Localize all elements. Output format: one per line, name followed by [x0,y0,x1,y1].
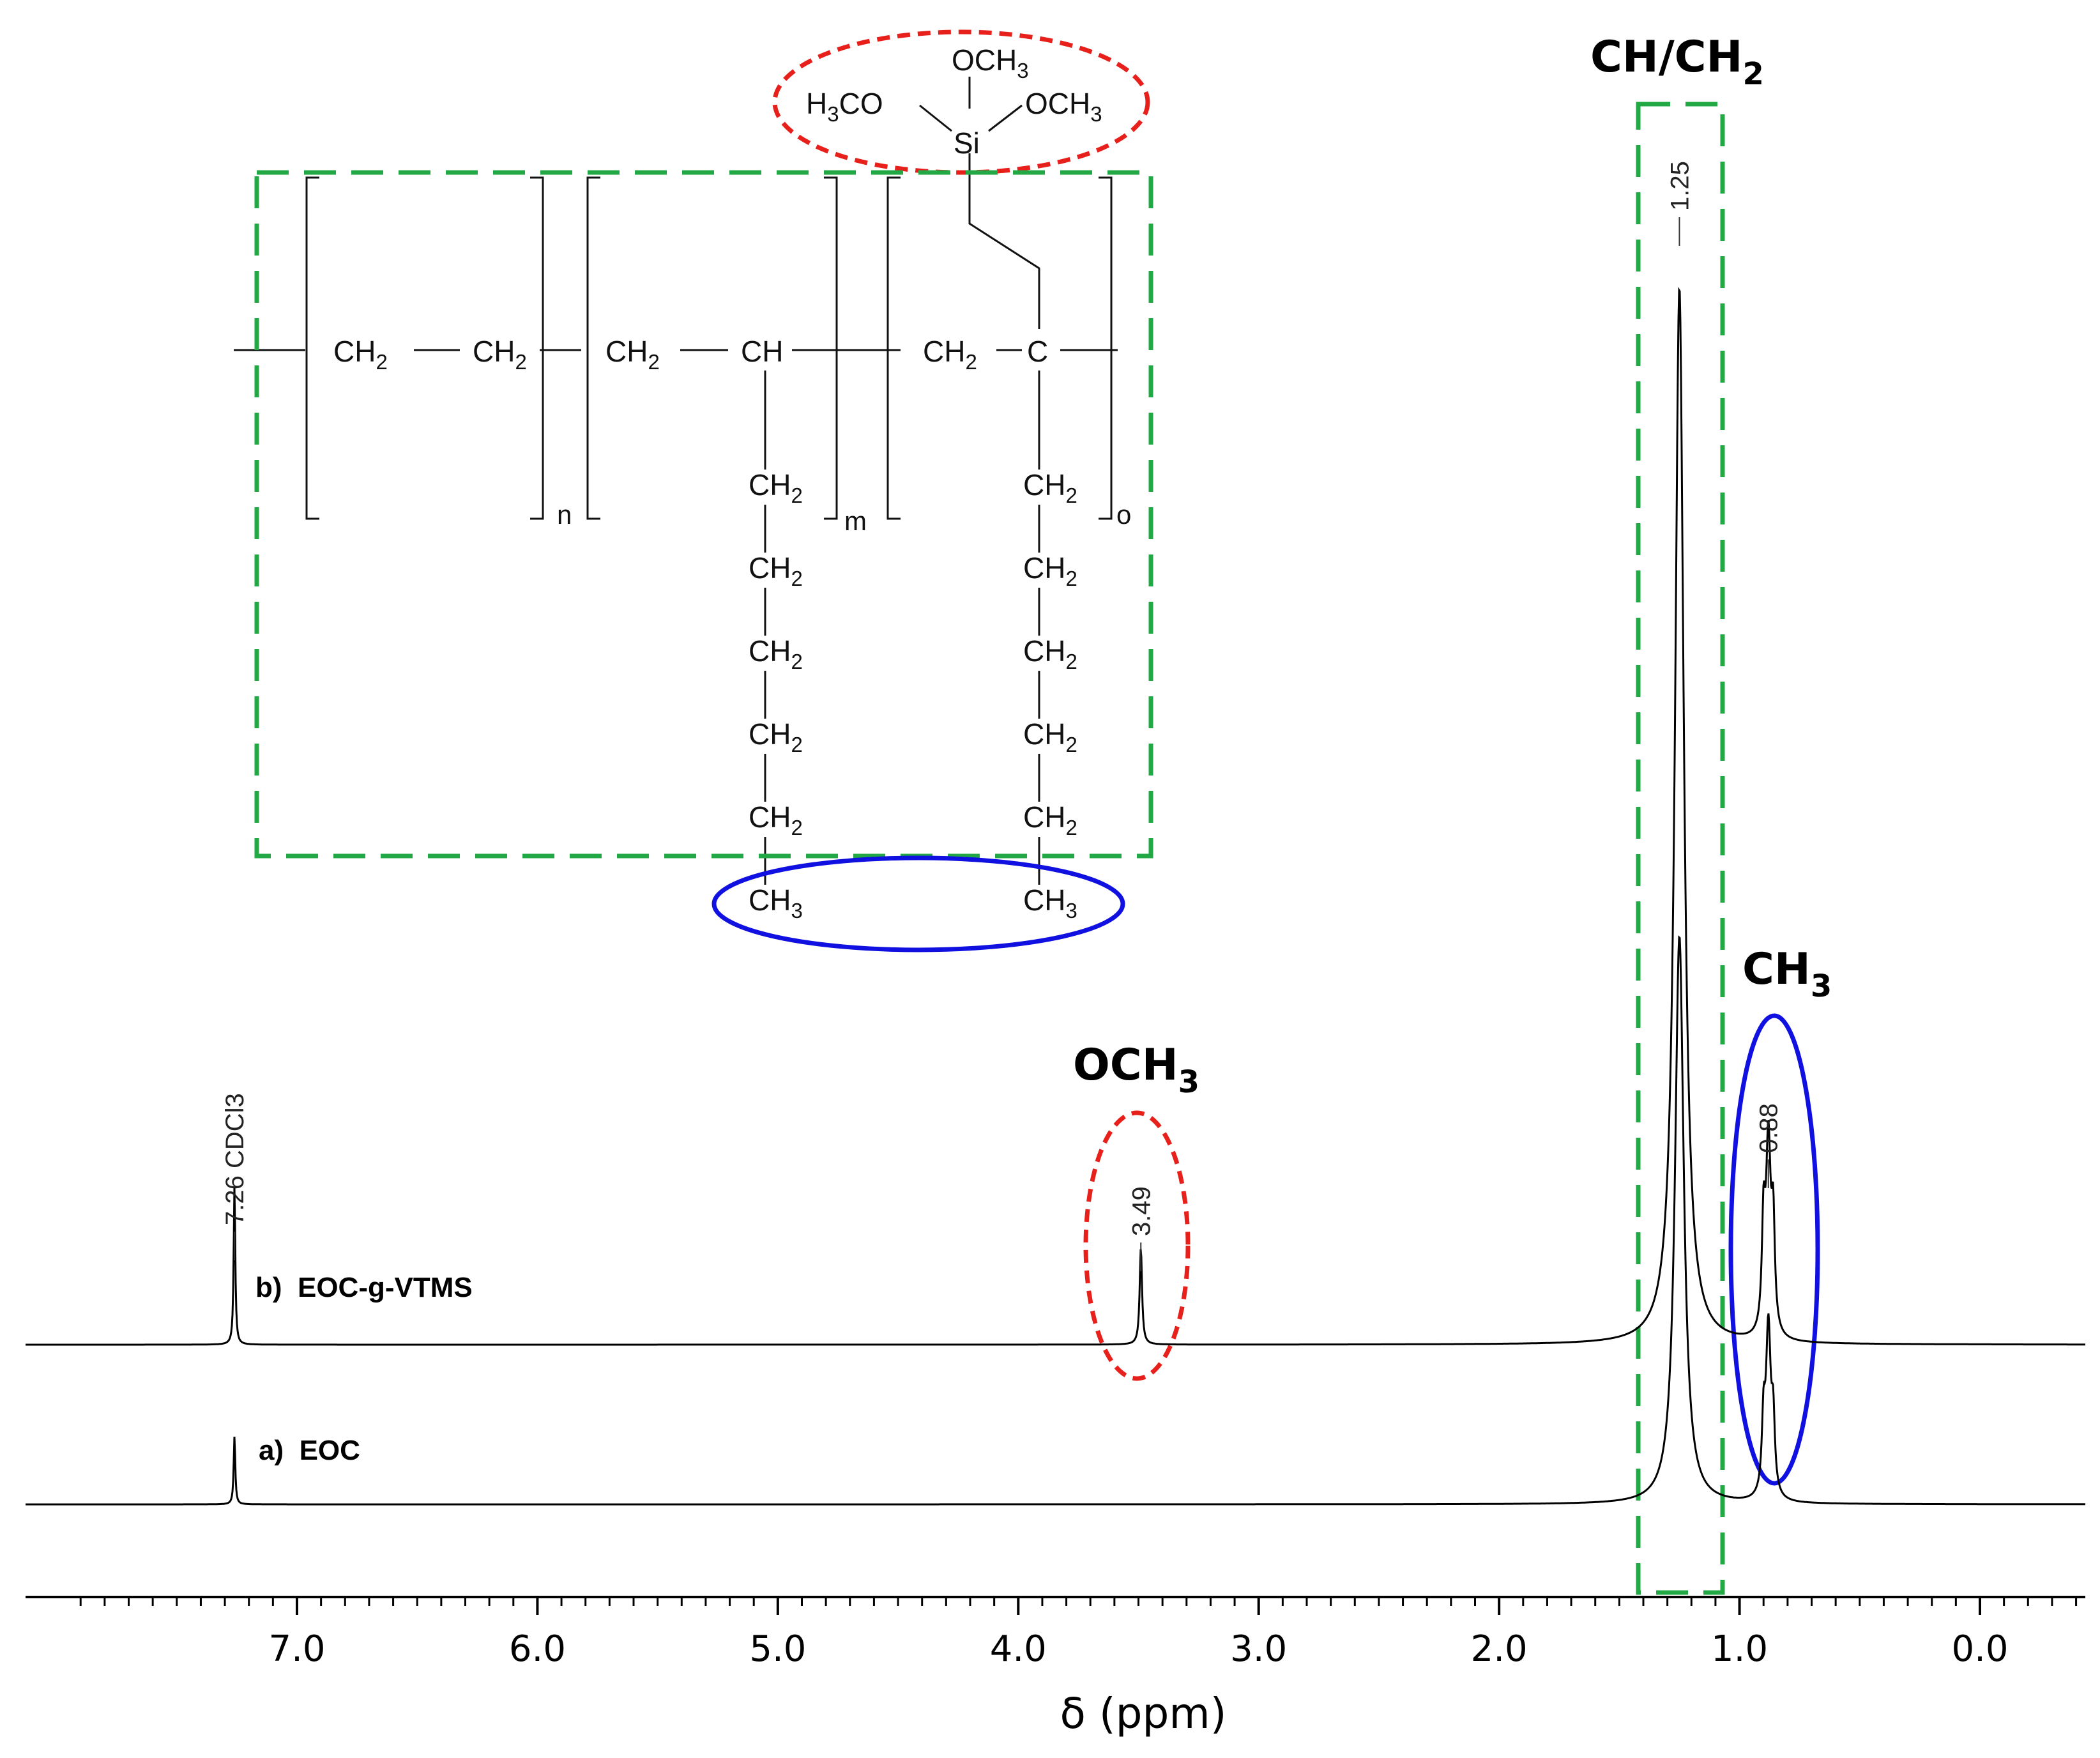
peak-label: 3.49 [1127,1186,1155,1236]
x-tick-label: 1.0 [1711,1628,1768,1670]
ch-ch2-peak-box [1636,102,1725,1595]
chain1-ch2-5: CH2 [749,800,803,839]
och3-peak-ellipse [1083,1110,1191,1381]
chain2-ch2-2: CH2 [1023,551,1077,590]
och3-right: OCH3 [1025,87,1102,126]
x-tick-label: 0.0 [1951,1628,2008,1670]
chain1-ch2-2: CH2 [749,551,803,590]
och3-group-label: OCH3 [1073,1040,1199,1100]
backbone-dashed-box [254,170,1153,859]
backbone-ch: CH [741,335,783,368]
peak-labels: 7.26 CDCl3 3.49 1.25 0.88 [221,161,1783,1271]
x-axis: 7.0 6.0 5.0 4.0 3.0 2.0 1.0 0.0 δ (ppm) [26,1596,2085,1738]
trace-label-a: a) EOC [259,1435,360,1466]
x-tick-label: 3.0 [1230,1628,1287,1670]
x-tick-label: 4.0 [990,1628,1047,1670]
chain2-ch2-5: CH2 [1023,800,1077,839]
x-tick-label: 2.0 [1471,1628,1528,1670]
group-labels: OCH3 CH/CH2 CH3 [1073,32,1832,1100]
repeat-o: o [1116,500,1131,530]
x-tick-label: 5.0 [749,1628,806,1670]
silicon-atom: Si [954,126,980,160]
ch3-structure-ellipse [711,855,1125,952]
spectrum-trace-eoc-g-vtms [26,286,2085,1346]
x-axis-ticks: 7.0 6.0 5.0 4.0 3.0 2.0 1.0 0.0 [79,1597,2078,1670]
chain1-ch2-1: CH2 [749,468,803,507]
backbone-c: C [1027,335,1048,368]
backbone-ch2-3: CH2 [605,335,660,374]
x-tick-label: 7.0 [268,1628,325,1670]
x-tick-label: 6.0 [509,1628,566,1670]
peak-label: 0.88 [1755,1103,1783,1153]
backbone-ch2-4: CH2 [923,335,977,374]
h3co-left: H3CO [806,87,883,126]
polymer-structure [234,77,1118,885]
chain2-ch2-3: CH2 [1023,634,1077,673]
chain1-ch2-3: CH2 [749,634,803,673]
och3-structure-ellipse [772,29,1150,175]
backbone-ch2-1: CH2 [333,335,388,374]
chain1-ch3: CH3 [749,883,803,922]
ch-ch2-group-label: CH/CH2 [1590,32,1764,92]
highlight-shapes [254,29,1820,1595]
trace-label-b: b) EOC-g-VTMS [255,1272,473,1303]
ch3-peak-ellipse [1728,1013,1820,1486]
chain2-ch2-4: CH2 [1023,717,1077,756]
x-axis-label: δ (ppm) [1060,1689,1227,1738]
peak-label: 7.26 CDCl3 [221,1093,249,1225]
chain2-ch3: CH3 [1023,883,1077,922]
spectrum-trace-eoc [26,935,2085,1506]
chain1-ch2-4: CH2 [749,717,803,756]
structure-labels: CH2 CH2 CH2 CH CH2 C n m o CH2 CH2 CH2 C… [333,43,1131,922]
chain2-ch2-1: CH2 [1023,468,1077,507]
peak-label: 1.25 [1666,161,1694,211]
och3-top: OCH3 [952,43,1029,82]
ch3-group-label: CH3 [1742,944,1832,1004]
repeat-n: n [557,500,572,530]
spectra: b) EOC-g-VTMS a) EOC [26,286,2085,1506]
repeat-m: m [844,506,867,536]
backbone-ch2-2: CH2 [473,335,527,374]
